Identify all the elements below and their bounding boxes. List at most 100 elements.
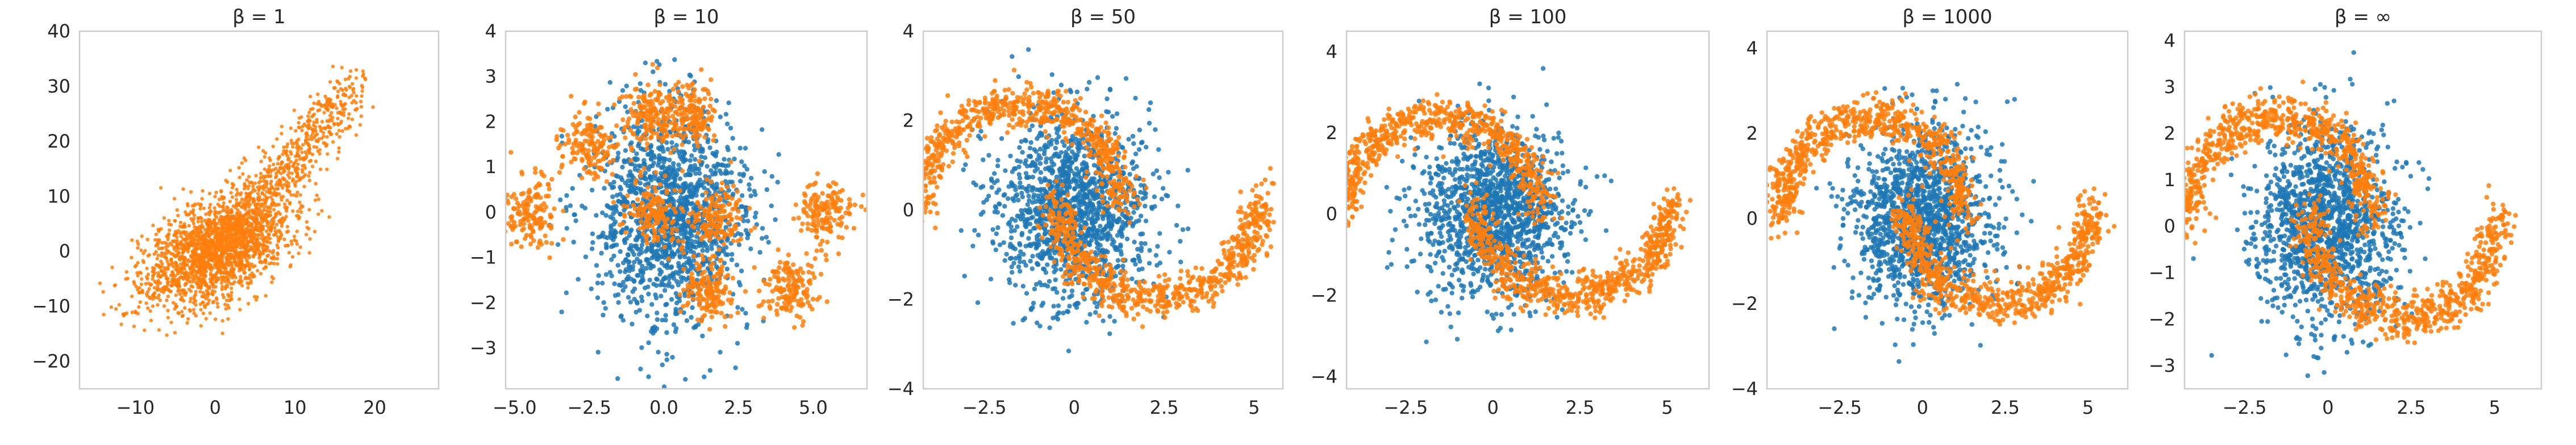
point-series-1 bbox=[360, 94, 364, 98]
point-series-1 bbox=[661, 384, 667, 389]
point-series-2 bbox=[514, 196, 519, 201]
point-series-1 bbox=[136, 312, 140, 316]
point-series-1 bbox=[303, 166, 307, 170]
point-series-1 bbox=[218, 256, 222, 260]
point-series-1 bbox=[187, 244, 191, 247]
point-series-1 bbox=[193, 202, 197, 206]
point-series-1 bbox=[316, 197, 320, 201]
point-series-1 bbox=[216, 241, 220, 245]
point-series-1 bbox=[303, 173, 307, 177]
point-series-1 bbox=[203, 305, 207, 309]
point-series-1 bbox=[624, 225, 630, 230]
point-series-1 bbox=[262, 205, 266, 209]
point-series-2 bbox=[645, 224, 650, 229]
point-series-1 bbox=[361, 69, 365, 73]
point-series-1 bbox=[259, 204, 262, 208]
point-series-1 bbox=[238, 235, 243, 240]
point-series-1 bbox=[624, 83, 630, 89]
point-series-1 bbox=[136, 274, 140, 278]
point-series-1 bbox=[257, 244, 261, 248]
point-series-1 bbox=[193, 253, 197, 258]
point-series-1 bbox=[179, 275, 183, 279]
point-series-1 bbox=[239, 246, 243, 250]
point-series-1 bbox=[312, 101, 316, 105]
point-series-2 bbox=[693, 219, 698, 224]
point-series-1 bbox=[274, 214, 278, 218]
point-series-1 bbox=[630, 321, 635, 327]
point-series-1 bbox=[618, 187, 624, 192]
point-series-2 bbox=[649, 129, 654, 134]
point-series-2 bbox=[577, 110, 582, 115]
point-series-1 bbox=[618, 269, 623, 274]
point-series-2 bbox=[798, 266, 803, 271]
point-series-1 bbox=[675, 167, 680, 173]
point-series-1 bbox=[295, 242, 299, 246]
point-series-1 bbox=[249, 222, 253, 226]
point-series-2 bbox=[840, 235, 845, 241]
point-series-2 bbox=[555, 134, 560, 139]
point-series-1 bbox=[603, 242, 609, 247]
point-series-1 bbox=[295, 174, 299, 179]
point-series-1 bbox=[690, 192, 695, 198]
point-series-2 bbox=[570, 146, 575, 151]
point-series-1 bbox=[736, 280, 742, 285]
point-series-1 bbox=[325, 135, 329, 139]
point-series-1 bbox=[294, 129, 298, 133]
point-series-1 bbox=[195, 229, 199, 234]
point-series-1 bbox=[124, 277, 128, 281]
point-series-1 bbox=[622, 159, 627, 165]
point-series-1 bbox=[289, 193, 293, 197]
point-series-1 bbox=[237, 166, 241, 170]
point-series-2 bbox=[732, 205, 737, 211]
point-series-2 bbox=[723, 324, 728, 329]
point-series-1 bbox=[685, 269, 690, 275]
point-series-1 bbox=[186, 317, 190, 321]
point-series-2 bbox=[501, 215, 505, 220]
point-series-2 bbox=[601, 156, 607, 161]
point-series-1 bbox=[670, 165, 676, 170]
point-series-1 bbox=[718, 114, 723, 120]
point-series-1 bbox=[157, 293, 161, 297]
point-series-1 bbox=[623, 267, 629, 272]
point-series-2 bbox=[698, 280, 704, 286]
point-series-1 bbox=[249, 281, 253, 285]
point-series-2 bbox=[498, 199, 503, 203]
point-series-1 bbox=[257, 188, 261, 192]
point-series-1 bbox=[631, 278, 637, 283]
point-series-1 bbox=[265, 224, 269, 228]
point-series-1 bbox=[723, 225, 728, 230]
point-series-1 bbox=[669, 170, 675, 176]
point-series-1 bbox=[215, 270, 220, 274]
point-series-1 bbox=[676, 282, 681, 288]
point-series-1 bbox=[273, 225, 277, 230]
point-series-2 bbox=[814, 234, 820, 240]
point-series-1 bbox=[279, 171, 283, 175]
point-series-1 bbox=[277, 154, 281, 159]
point-series-1 bbox=[245, 202, 249, 206]
point-series-1 bbox=[232, 259, 236, 263]
point-series-1 bbox=[655, 58, 660, 64]
point-series-1 bbox=[299, 210, 303, 214]
point-series-1 bbox=[572, 212, 577, 217]
point-series-1 bbox=[626, 295, 631, 300]
point-series-1 bbox=[228, 240, 232, 245]
point-series-1 bbox=[330, 119, 334, 123]
point-series-1 bbox=[166, 276, 170, 281]
point-series-1 bbox=[156, 271, 160, 275]
point-series-1 bbox=[725, 236, 730, 241]
point-series-1 bbox=[253, 228, 257, 232]
point-series-1 bbox=[312, 145, 316, 149]
point-series-1 bbox=[227, 306, 231, 310]
point-series-2 bbox=[708, 179, 714, 184]
point-series-2 bbox=[652, 234, 657, 239]
point-series-1 bbox=[178, 292, 182, 296]
point-series-1 bbox=[608, 215, 613, 220]
point-series-1 bbox=[135, 271, 139, 275]
point-series-1 bbox=[589, 187, 595, 193]
point-series-1 bbox=[672, 57, 677, 62]
point-series-1 bbox=[682, 293, 687, 299]
point-series-1 bbox=[229, 211, 233, 215]
point-series-1 bbox=[651, 153, 657, 158]
point-series-1 bbox=[726, 188, 732, 193]
point-series-2 bbox=[561, 208, 566, 213]
